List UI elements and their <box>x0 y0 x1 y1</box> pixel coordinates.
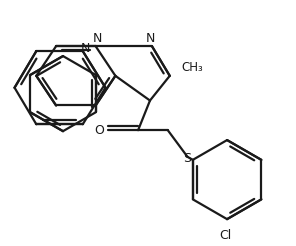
Text: CH₃: CH₃ <box>182 62 203 74</box>
Text: N: N <box>93 32 102 45</box>
Text: O: O <box>95 124 104 137</box>
Text: S: S <box>184 152 192 165</box>
Text: Cl: Cl <box>219 229 231 242</box>
Text: N: N <box>81 42 90 55</box>
Text: N: N <box>145 32 155 45</box>
